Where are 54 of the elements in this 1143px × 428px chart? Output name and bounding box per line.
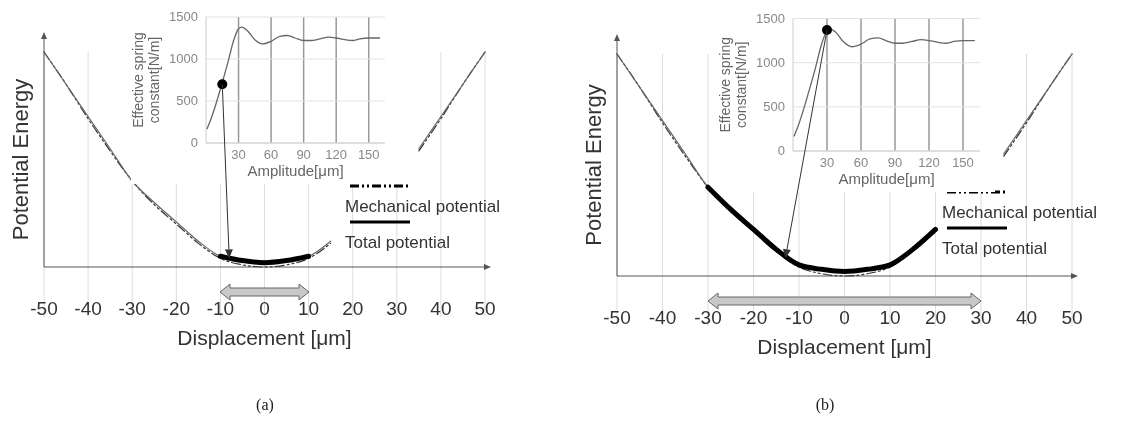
x-tick-label: 50 xyxy=(1061,307,1083,328)
x-tick-label: 40 xyxy=(1015,307,1038,328)
y-tick-label: 1000 xyxy=(756,54,785,70)
x-tick-label: -30 xyxy=(118,298,146,319)
x-axis-title: Displacement [μm] xyxy=(757,335,932,358)
x-axis-title: Amplitude[μm] xyxy=(838,170,935,187)
y-axis-title: Effective spring constant[N/m] xyxy=(130,32,162,128)
y-tick-label: 1500 xyxy=(756,10,785,26)
x-tick-label: -50 xyxy=(30,298,58,319)
x-tick-label: -20 xyxy=(162,298,191,319)
x-tick-label: 10 xyxy=(879,307,901,328)
series-label: Mechanical potential xyxy=(345,197,500,216)
text: (b) xyxy=(815,396,835,414)
x-tick-label: 30 xyxy=(386,298,408,319)
series-label: Total potential xyxy=(942,239,1047,258)
x-tick-label: 120 xyxy=(918,155,940,170)
x-tick-label: 20 xyxy=(924,307,947,328)
x-tick-label: -50 xyxy=(603,307,631,328)
x-tick-label: 90 xyxy=(887,155,903,170)
y-tick-label: 1500 xyxy=(169,9,198,24)
series-label: Mechanical potential xyxy=(942,203,1097,222)
x-tick-label: 90 xyxy=(296,147,311,162)
x-tick-label: 120 xyxy=(325,147,348,162)
x-tick-label: 30 xyxy=(819,155,835,170)
y-tick-label: 1000 xyxy=(169,51,198,66)
x-tick-label: 0 xyxy=(839,307,850,328)
x-tick-label: 60 xyxy=(853,155,869,170)
x-tick-label: 60 xyxy=(263,147,279,162)
x-tick-label: -10 xyxy=(785,307,813,328)
x-tick-label: -40 xyxy=(74,298,102,319)
x-axis-title: Displacement [μm] xyxy=(177,326,352,349)
y-axis-title: Effective spring constant[N/m] xyxy=(717,37,749,133)
x-tick-label: 150 xyxy=(357,147,380,162)
x-tick-label: -20 xyxy=(739,307,768,328)
x-tick-label: 150 xyxy=(952,155,974,170)
x-axis-title: Amplitude[μm] xyxy=(247,162,344,179)
text: (a) xyxy=(256,396,274,414)
x-tick-label: 30 xyxy=(231,147,246,162)
x-tick-label: 50 xyxy=(474,298,496,319)
line-series xyxy=(206,26,381,130)
x-tick-label: 20 xyxy=(342,298,364,319)
x-tick-label: 0 xyxy=(259,298,270,319)
y-tick-label: 0 xyxy=(190,135,198,150)
x-tick-label: 40 xyxy=(430,298,452,319)
x-tick-label: 30 xyxy=(970,307,992,328)
x-tick-label: 10 xyxy=(298,298,320,319)
x-tick-label: -10 xyxy=(206,298,235,319)
y-tick-label: 500 xyxy=(176,93,198,108)
y-axis-title: Potential Energy xyxy=(8,78,33,241)
series-label: Total potential xyxy=(345,233,450,252)
y-axis-title: Potential Energy xyxy=(581,84,606,246)
y-tick-label: 500 xyxy=(763,98,785,114)
x-tick-label: -40 xyxy=(648,307,677,328)
x-tick-label: -30 xyxy=(694,307,722,328)
